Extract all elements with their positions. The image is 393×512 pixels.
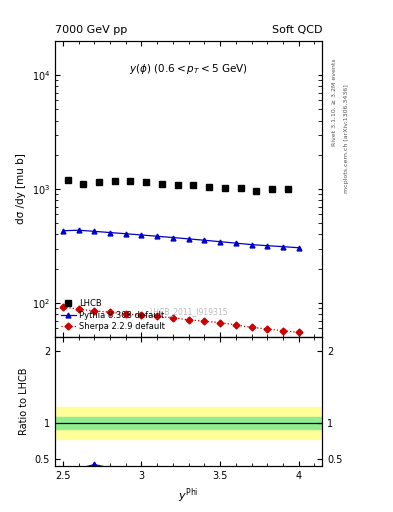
Pythia 8.308 default [108, 229, 112, 236]
Sherpa 2.2.9 default [281, 328, 285, 334]
Sherpa 2.2.9 default [202, 318, 207, 324]
LHCB [191, 182, 196, 188]
Text: Rivet 3.1.10, ≥ 3.2M events: Rivet 3.1.10, ≥ 3.2M events [332, 58, 337, 146]
Y-axis label: Ratio to LHCB: Ratio to LHCB [19, 368, 29, 435]
LHCB [128, 178, 133, 184]
Pythia 8.308 default [155, 233, 160, 239]
Sherpa 2.2.9 default [123, 311, 128, 317]
Sherpa 2.2.9 default [249, 324, 254, 330]
Sherpa 2.2.9 default [155, 313, 160, 319]
Sherpa 2.2.9 default [139, 312, 144, 318]
LHCB [112, 178, 117, 184]
Pythia 8.308 default [171, 234, 175, 241]
Sherpa 2.2.9 default [296, 329, 301, 335]
X-axis label: $y^{\rm Phi}$: $y^{\rm Phi}$ [178, 486, 199, 505]
LHCB [222, 185, 227, 191]
LHCB [207, 184, 211, 190]
Sherpa 2.2.9 default [265, 326, 270, 332]
Pythia 8.308 default [61, 228, 65, 234]
LHCB [97, 179, 101, 185]
Text: Soft QCD: Soft QCD [272, 25, 322, 35]
Text: 7000 GeV pp: 7000 GeV pp [55, 25, 127, 35]
LHCB [81, 181, 86, 187]
Pythia 8.308 default [186, 236, 191, 242]
Text: $y(\phi)\ (0.6 < p_T < 5\ \mathrm{GeV})$: $y(\phi)\ (0.6 < p_T < 5\ \mathrm{GeV})$ [129, 61, 248, 76]
Legend: LHCB, Pythia 8.308 default, Sherpa 2.2.9 default: LHCB, Pythia 8.308 default, Sherpa 2.2.9… [59, 297, 167, 333]
Pythia 8.308 default [265, 243, 270, 249]
LHCB [270, 186, 274, 192]
Pythia 8.308 default [249, 242, 254, 248]
LHCB [238, 185, 243, 191]
Line: Sherpa 2.2.9 default: Sherpa 2.2.9 default [61, 305, 301, 335]
LHCB [285, 186, 290, 192]
LHCB [65, 177, 70, 183]
Sherpa 2.2.9 default [186, 317, 191, 323]
LHCB [160, 181, 164, 187]
LHCB [175, 182, 180, 188]
Sherpa 2.2.9 default [76, 306, 81, 312]
Sherpa 2.2.9 default [108, 309, 112, 315]
Sherpa 2.2.9 default [218, 319, 222, 326]
Pythia 8.308 default [233, 240, 238, 246]
Pythia 8.308 default [218, 239, 222, 245]
Pythia 8.308 default [139, 232, 144, 238]
Line: LHCB: LHCB [64, 177, 291, 194]
Sherpa 2.2.9 default [92, 308, 97, 314]
Sherpa 2.2.9 default [61, 304, 65, 310]
Pythia 8.308 default [76, 227, 81, 233]
Pythia 8.308 default [281, 244, 285, 250]
Line: Pythia 8.308 default: Pythia 8.308 default [61, 228, 301, 250]
Pythia 8.308 default [123, 231, 128, 237]
LHCB [254, 187, 259, 194]
Pythia 8.308 default [202, 237, 207, 243]
Sherpa 2.2.9 default [171, 315, 175, 321]
Text: LHCB_2011_I919315: LHCB_2011_I919315 [149, 307, 228, 316]
Pythia 8.308 default [92, 228, 97, 234]
Pythia 8.308 default [296, 245, 301, 251]
Sherpa 2.2.9 default [233, 322, 238, 328]
Text: mcplots.cern.ch [arXiv:1306.3436]: mcplots.cern.ch [arXiv:1306.3436] [344, 84, 349, 193]
LHCB [144, 179, 149, 185]
Y-axis label: dσ /dy [mu b]: dσ /dy [mu b] [16, 154, 26, 224]
